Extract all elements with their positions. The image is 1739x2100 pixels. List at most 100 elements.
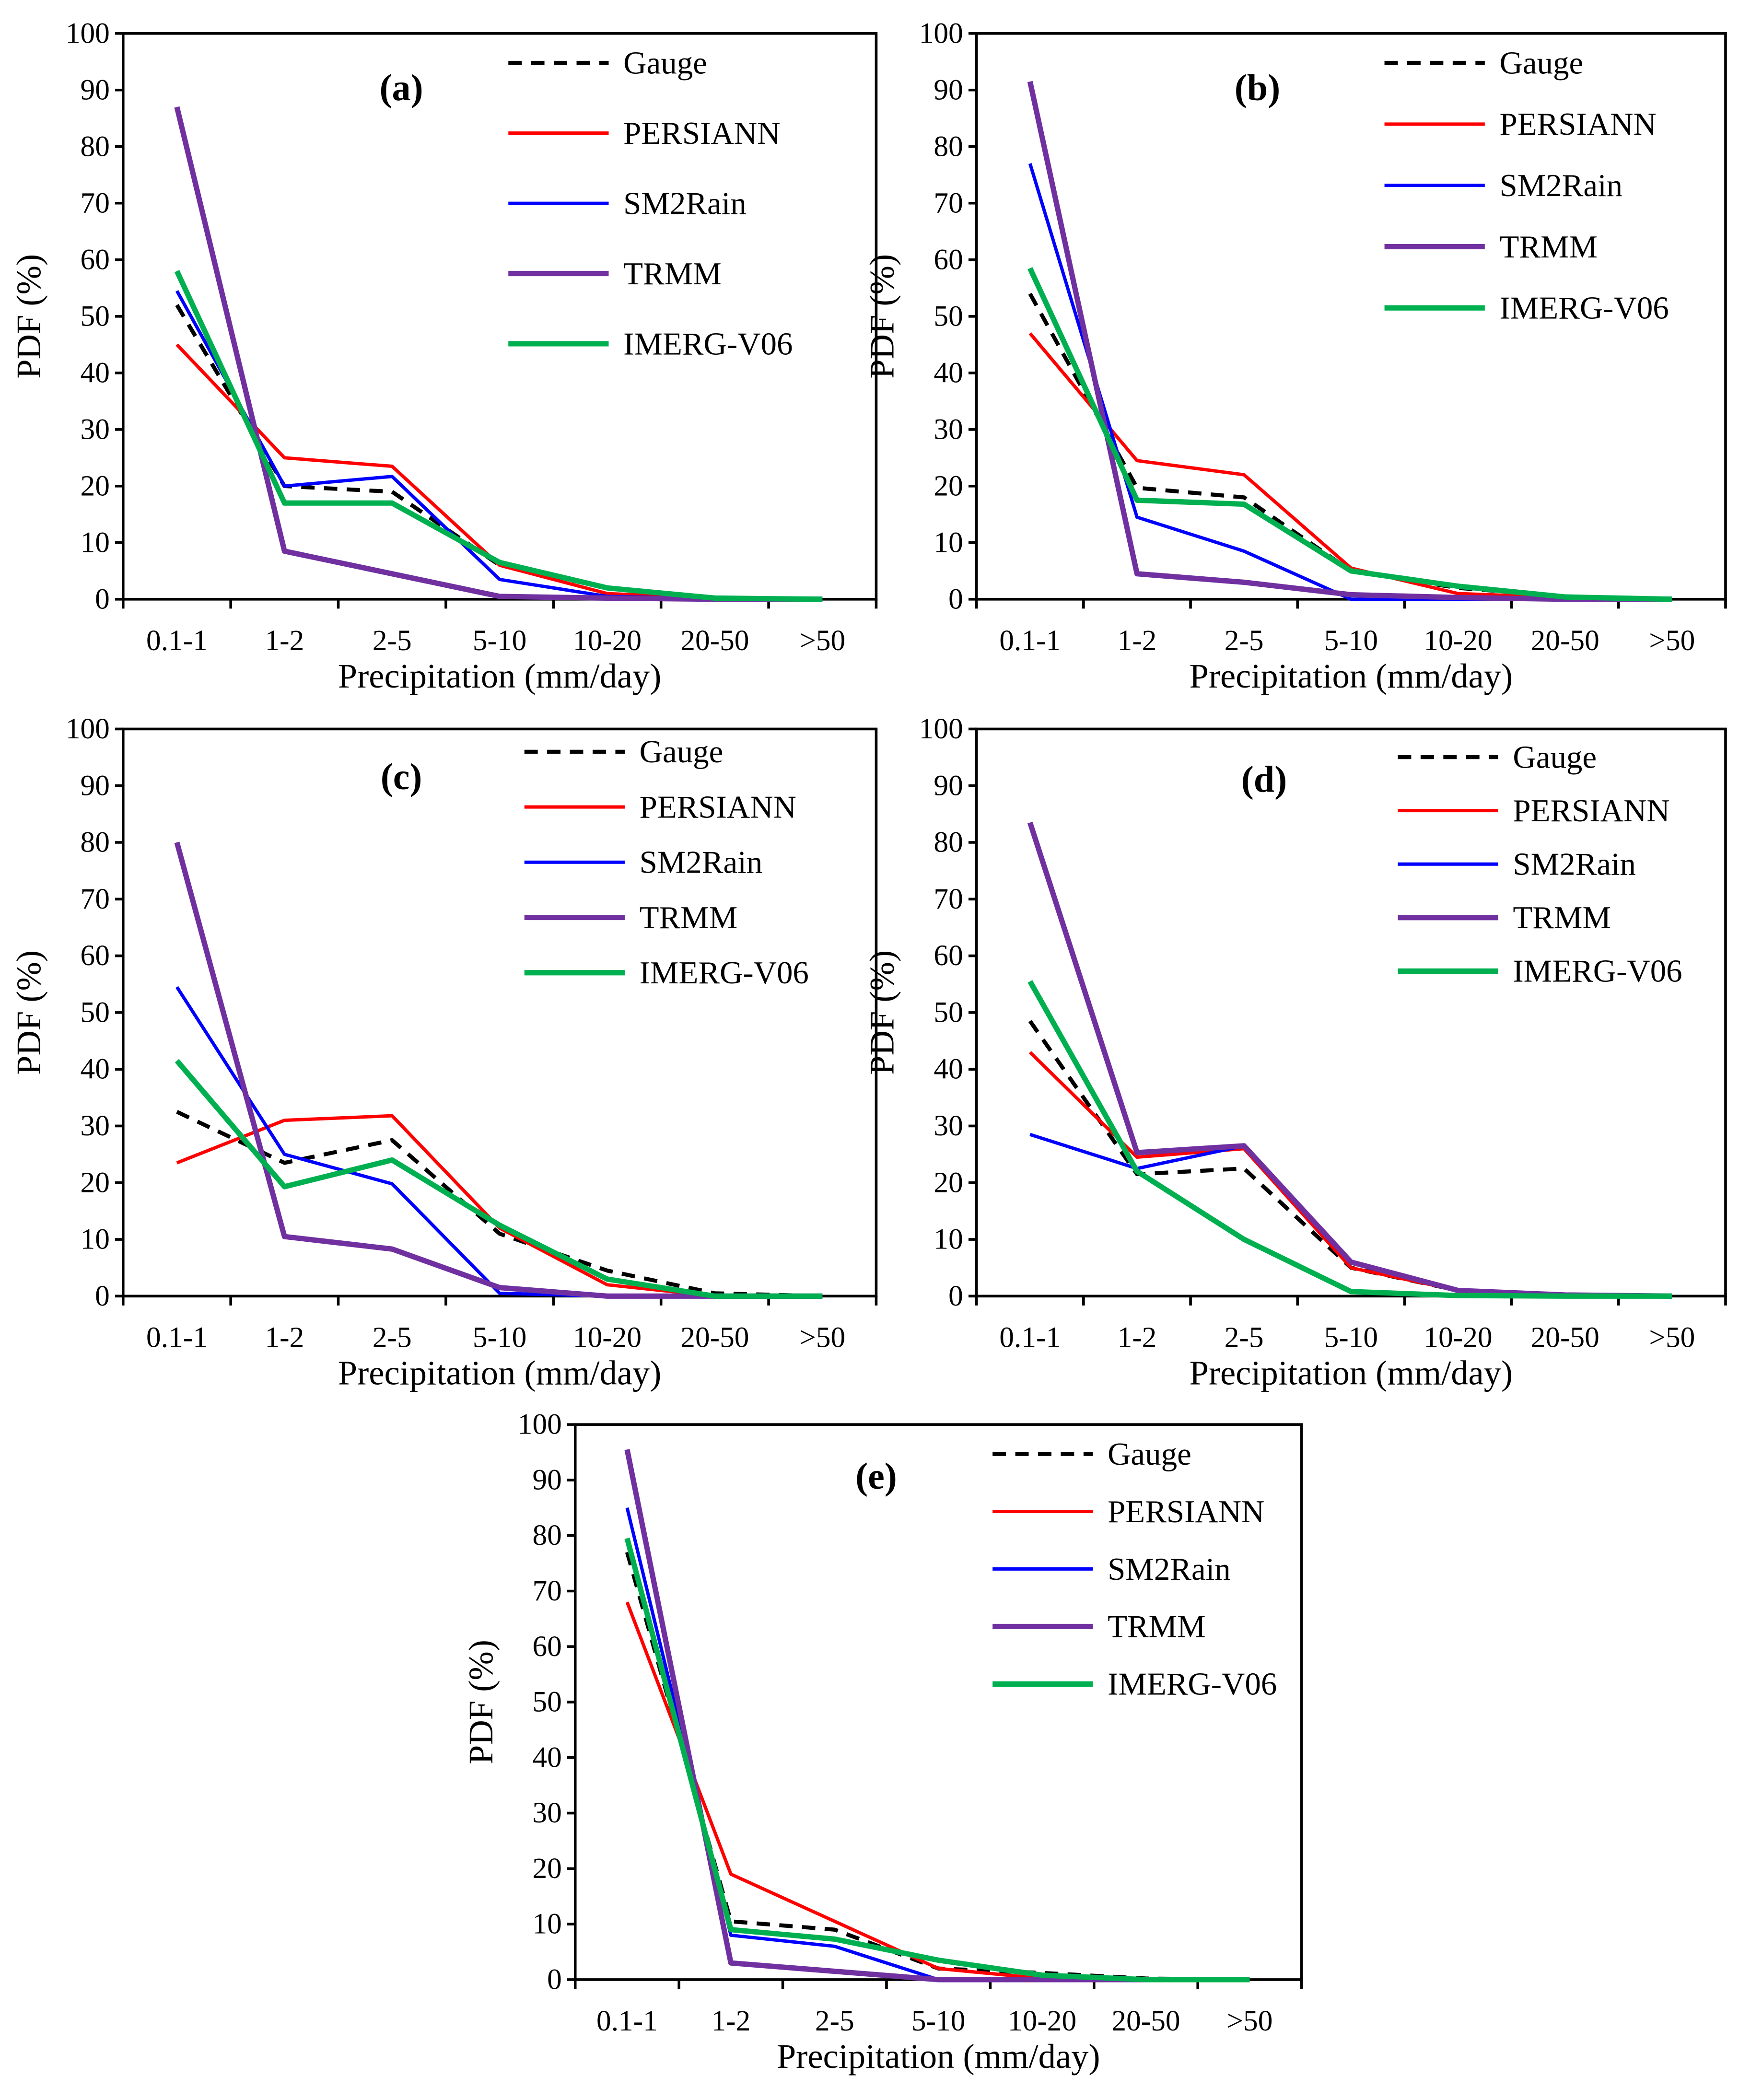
legend-label: SM2Rain: [1513, 847, 1636, 882]
legend-label: PERSIANN: [640, 789, 796, 825]
x-tick-label: 5-10: [1324, 1321, 1378, 1353]
x-tick-label: 5-10: [1324, 624, 1378, 657]
x-axis-label: Precipitation (mm/day): [338, 1353, 662, 1392]
panel-title: (e): [855, 1455, 897, 1497]
y-tick-label: 100: [66, 17, 110, 49]
y-tick-label: 90: [934, 73, 963, 106]
x-tick-label: 10-20: [1424, 624, 1492, 657]
series-line-gauge: [1028, 1020, 1672, 1298]
x-axis-label: Precipitation (mm/day): [338, 656, 662, 695]
y-tick-label: 60: [81, 243, 110, 276]
x-tick-label: 10-20: [573, 1321, 642, 1353]
x-axis-label: Precipitation (mm/day): [777, 2037, 1100, 2076]
y-tick-label: 100: [919, 17, 963, 49]
x-tick-label: 0.1-1: [596, 2005, 658, 2037]
series-line-imerg-v06: [175, 1059, 823, 1299]
x-tick-label: 0.1-1: [999, 1321, 1061, 1353]
y-tick-label: 40: [81, 1053, 110, 1085]
x-tick-label: 2-5: [815, 2005, 854, 2037]
y-tick-label: 20: [81, 1166, 110, 1199]
data-point: [627, 1538, 628, 1539]
y-tick-label: 50: [81, 996, 110, 1028]
x-tick-label: 0.1-1: [999, 624, 1061, 657]
y-tick-label: 30: [934, 1109, 963, 1142]
legend-label: TRMM: [1108, 1609, 1206, 1645]
legend-label: Gauge: [1500, 45, 1584, 81]
y-tick-label: 90: [81, 769, 110, 802]
legend-label: TRMM: [640, 900, 738, 935]
legend-label: SM2Rain: [623, 186, 747, 221]
y-tick-label: 60: [934, 243, 963, 276]
y-tick-label: 20: [934, 469, 963, 502]
x-tick-label: 1-2: [265, 624, 304, 657]
legend-label: IMERG-V06: [1108, 1667, 1277, 1702]
panel-a: 0 10 20 30 40 50 60 70 80 90 100 0.1-1 1-2 2-5 5-10 10-…: [9, 17, 878, 695]
data-point: [834, 1921, 835, 1922]
x-tick-label: >50: [799, 624, 845, 657]
legend-label: TRMM: [1513, 900, 1611, 935]
panel-d: 0 10 20 30 40 50 60 70 80 90 100 0.1-1 1-2 2-5 5-10 10-…: [863, 712, 1727, 1392]
legend-label: TRMM: [1500, 229, 1598, 265]
legend-label: IMERG-V06: [1513, 954, 1682, 989]
data-point: [1458, 597, 1459, 598]
y-axis-label: PDF (%): [461, 1640, 500, 1764]
x-tick-label: >50: [1649, 624, 1695, 657]
y-tick-label: 70: [532, 1575, 561, 1607]
x-tick-label: 2-5: [1225, 1321, 1264, 1353]
x-tick-label: 0.1-1: [146, 1321, 208, 1353]
y-tick-label: 70: [81, 883, 110, 915]
data-point: [822, 599, 823, 600]
panel-title: (b): [1235, 67, 1280, 108]
y-tick-label: 70: [81, 187, 110, 219]
y-tick-label: 80: [934, 826, 963, 859]
y-tick-label: 0: [95, 583, 110, 615]
y-tick-label: 90: [934, 769, 963, 802]
legend-label: IMERG-V06: [623, 326, 793, 362]
x-tick-label: 10-20: [1424, 1321, 1492, 1353]
legend-label: PERSIANN: [1108, 1494, 1264, 1529]
x-tick-label: 20-50: [1111, 2005, 1180, 2037]
x-tick-label: 20-50: [1531, 624, 1599, 657]
x-tick-label: >50: [1226, 2005, 1272, 2037]
x-axis-label: Precipitation (mm/day): [1190, 656, 1513, 695]
data-point: [1351, 599, 1352, 600]
y-tick-label: 30: [81, 413, 110, 445]
y-tick-label: 70: [934, 883, 963, 915]
panel-title: (d): [1241, 758, 1287, 800]
x-tick-label: 1-2: [1118, 1321, 1157, 1353]
series-line-imerg-v06: [174, 270, 823, 602]
y-tick-label: 60: [934, 939, 963, 972]
x-tick-label: 20-50: [680, 1321, 749, 1353]
panel-title: (a): [380, 67, 423, 108]
data-point: [938, 1968, 939, 1969]
legend-label: PERSIANN: [623, 116, 780, 151]
y-tick-label: 100: [66, 712, 110, 745]
y-tick-label: 100: [919, 712, 963, 745]
y-tick-label: 10: [81, 1223, 110, 1256]
y-tick-label: 50: [81, 300, 110, 332]
legend-label: TRMM: [623, 256, 722, 292]
y-tick-label: 30: [934, 413, 963, 445]
y-tick-label: 0: [948, 583, 963, 615]
data-point: [284, 1154, 285, 1155]
x-tick-label: 20-50: [1531, 1321, 1599, 1353]
y-tick-label: 0: [948, 1280, 963, 1312]
legend-label: SM2Rain: [1108, 1552, 1231, 1587]
series-line-trmm: [1027, 81, 1672, 602]
x-tick-label: >50: [799, 1321, 845, 1353]
y-tick-label: 0: [95, 1280, 110, 1312]
legend-label: PERSIANN: [1500, 106, 1657, 142]
y-tick-label: 20: [81, 469, 110, 502]
x-tick-label: 10-20: [573, 624, 642, 657]
x-tick-label: >50: [1649, 1321, 1695, 1353]
y-tick-label: 0: [547, 1963, 562, 1995]
y-tick-label: 40: [934, 1053, 963, 1085]
y-tick-label: 20: [532, 1852, 561, 1885]
y-tick-label: 20: [934, 1166, 963, 1199]
legend-label: IMERG-V06: [640, 955, 809, 991]
y-tick-label: 90: [81, 73, 110, 106]
panel-e: 0 10 20 30 40 50 60 70 80 90 100 0.1-1 1-2 2-5 5-10 10-…: [461, 1408, 1303, 2076]
y-tick-label: 10: [934, 526, 963, 559]
x-tick-label: 10-20: [1008, 2005, 1076, 2037]
